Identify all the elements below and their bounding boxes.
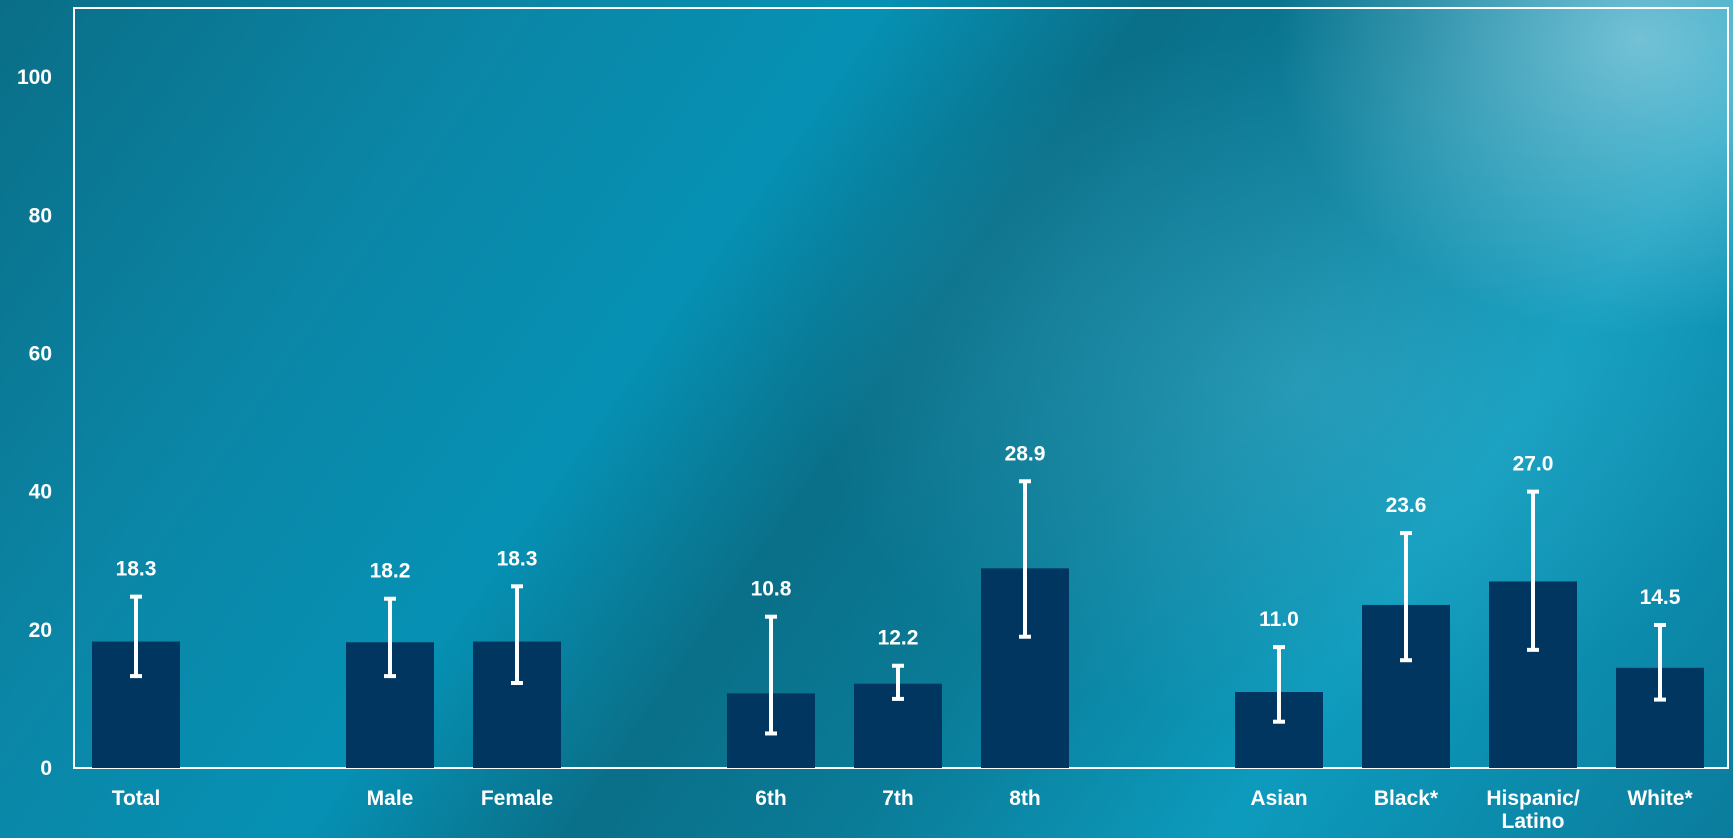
y-tick-label: 60 (29, 342, 52, 365)
error-bar (1654, 622, 1666, 702)
x-tick-label: Hispanic/Latino (1486, 787, 1580, 833)
y-tick-label: 100 (17, 66, 52, 89)
data-label: 23.6 (1386, 494, 1427, 517)
x-tick-label-line: White* (1627, 787, 1693, 810)
x-tick-label: 7th (882, 787, 914, 810)
x-tick-label-line: 7th (882, 787, 914, 810)
bars (92, 568, 1704, 768)
error-bars (130, 479, 1666, 736)
x-tick-label-line: 6th (755, 787, 787, 810)
y-axis-ticks: 0 20 40 60 80 100 (17, 66, 52, 780)
y-tick-label: 80 (29, 204, 52, 227)
y-tick-label: 40 (29, 481, 52, 504)
y-tick-label: 0 (40, 757, 52, 780)
x-tick-label-line: Latino (1502, 810, 1565, 833)
error-bar (511, 584, 523, 686)
error-bar (384, 596, 396, 679)
x-tick-label: 8th (1009, 787, 1041, 810)
error-bar (1273, 645, 1285, 724)
y-tick-label: 20 (29, 619, 52, 642)
x-tick-label-line: 8th (1009, 787, 1041, 810)
x-tick-label: Female (481, 787, 553, 810)
x-tick-label-line: Total (112, 787, 161, 810)
error-bar (1400, 531, 1412, 663)
x-tick-label-line: Asian (1250, 787, 1307, 810)
x-tick-label: White* (1627, 787, 1693, 810)
x-tick-label: Total (112, 787, 161, 810)
data-label: 27.0 (1513, 453, 1554, 476)
error-bar (892, 663, 904, 701)
x-tick-label: Black* (1374, 787, 1439, 810)
data-label: 11.0 (1259, 608, 1299, 631)
value-labels: 18.3 18.2 18.3 10.8 12.2 28.9 11.0 23.6 27.0 14.5 (116, 442, 1681, 649)
plot-frame (73, 7, 1729, 769)
error-bar (1527, 489, 1539, 652)
x-tick-label-line: Male (367, 787, 414, 810)
error-bar (1019, 479, 1031, 639)
error-bar (130, 594, 142, 679)
x-tick-label: Male (367, 787, 414, 810)
data-label: 12.2 (878, 627, 919, 650)
category-labels: Total Male Female 6th 7th 8th Asian Black* Hispa… (112, 787, 1694, 833)
x-tick-label-line: Female (481, 787, 553, 810)
x-tick-label-line: Black* (1374, 787, 1439, 810)
data-label: 18.3 (497, 547, 538, 570)
data-label: 18.2 (370, 560, 411, 583)
x-tick-label: 6th (755, 787, 787, 810)
data-label: 28.9 (1005, 442, 1046, 465)
x-tick-label: Asian (1250, 787, 1307, 810)
data-label: 14.5 (1640, 586, 1681, 609)
error-bar (765, 614, 777, 736)
data-label: 18.3 (116, 558, 157, 581)
data-label: 10.8 (751, 578, 792, 601)
x-tick-label-line: Hispanic/ (1486, 787, 1580, 810)
